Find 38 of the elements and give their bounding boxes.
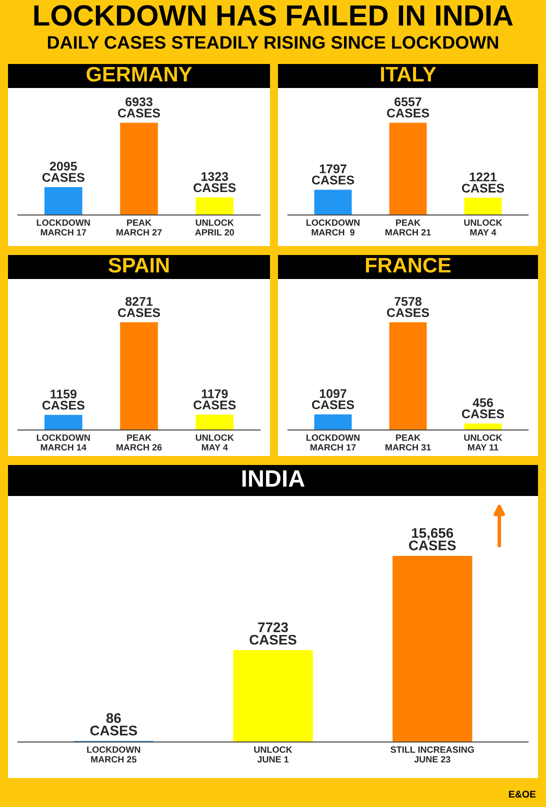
data-label: 7723 CASES [250, 622, 296, 645]
x-tick-label: UNLOCK APRIL 20 [195, 219, 234, 236]
data-label: 1097 CASES [312, 389, 354, 410]
data-label: 2095 CASES [42, 162, 84, 182]
chart-title: GERMANY [86, 66, 192, 82]
x-tick-label: LOCKDOWN MARCH 9 [306, 219, 360, 236]
text: LOCKDOWN HAS FAILED IN INDIA [34, 5, 513, 26]
x-tick-label: PEAK MARCH 21 [386, 220, 431, 236]
data-label: 86 CASES [90, 713, 138, 736]
x-tick-label: UNLOCK JUNE 1 [254, 746, 292, 763]
chart-title: FRANCE [366, 258, 451, 273]
chart-title: SPAIN [108, 258, 169, 273]
data-label: 8271 CASES [118, 297, 160, 318]
x-tick-label: LOCKDOWN MARCH 25 [87, 746, 140, 763]
x-tick-label: PEAK MARCH 31 [386, 434, 431, 451]
data-label: 1797 CASES [312, 164, 354, 184]
x-tick-label: UNLOCK MAY 4 [196, 434, 234, 450]
x-tick-label: LOCKDOWN MARCH 17 [36, 219, 90, 236]
data-label: 456 CASES [462, 398, 504, 418]
data-label: 7578 CASES [386, 297, 430, 318]
text: DAILY CASES STEADILY RISING SINCE LOCKDOWN [48, 36, 498, 49]
chart-title: INDIA [242, 470, 305, 487]
data-label: 1323 CASES [194, 172, 236, 192]
text: E&OE [509, 790, 536, 798]
data-label: 1221 CASES [462, 172, 504, 193]
data-label: 1159 CASES [42, 390, 84, 410]
x-tick-label: LOCKDOWN MARCH 14 [36, 434, 90, 451]
data-label: 1179 CASES [194, 389, 236, 410]
x-tick-label: STILL INCREASING JUNE 23 [390, 746, 474, 763]
data-label: 15,656 CASES [409, 528, 456, 550]
x-tick-label: LOCKDOWN MARCH 17 [306, 434, 360, 451]
x-tick-label: PEAK MARCH 26 [116, 434, 162, 451]
data-label: 6557 CASES [386, 97, 430, 118]
x-tick-label: UNLOCK MAY 11 [464, 434, 502, 450]
chart-title: ITALY [381, 67, 436, 82]
x-tick-label: PEAK MARCH 27 [116, 220, 162, 236]
data-label: 6933 CASES [118, 97, 160, 118]
x-tick-label: UNLOCK MAY 4 [464, 219, 502, 236]
